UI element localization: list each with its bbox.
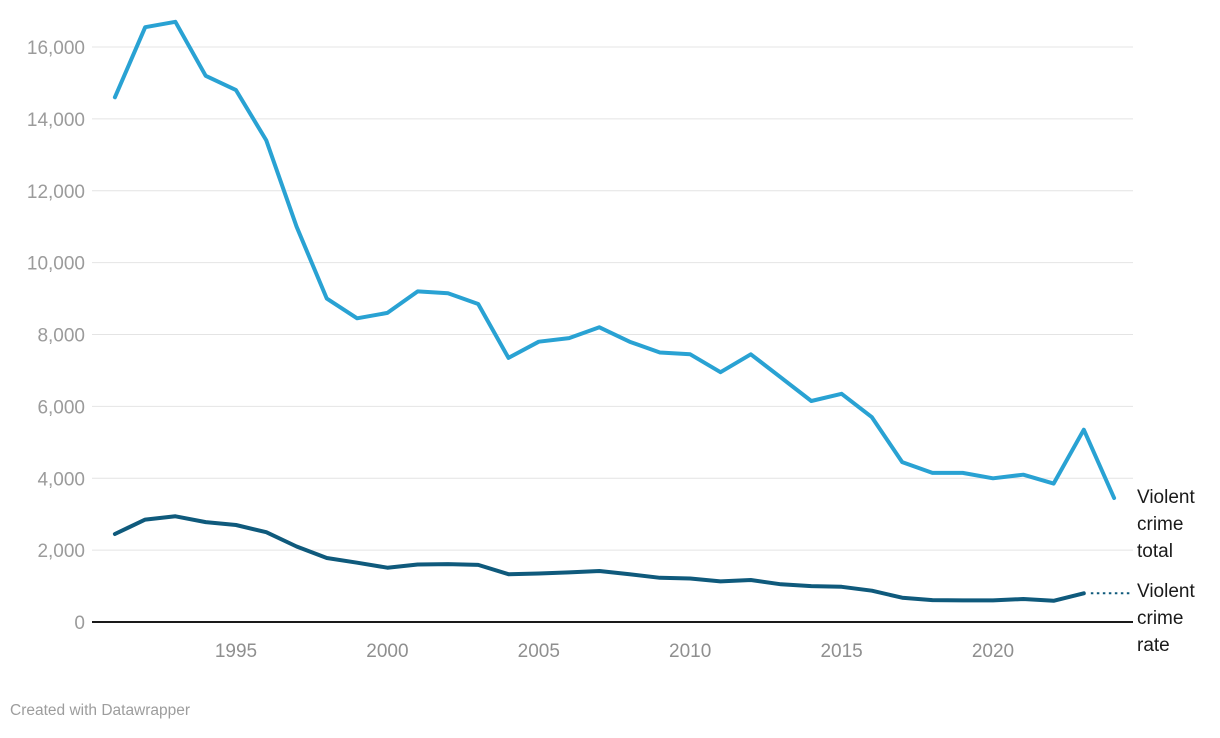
- y-tick-label: 12,000: [27, 182, 85, 203]
- x-tick-label: 2005: [518, 641, 560, 662]
- y-tick-label: 0: [74, 613, 85, 634]
- x-tick-label: 2010: [669, 641, 711, 662]
- attribution-text: Created with Datawrapper: [10, 702, 191, 719]
- series-label-total: Violent crime total: [1137, 487, 1195, 562]
- y-tick-label: 14,000: [27, 110, 85, 131]
- series-line-total: [112, 19, 1117, 500]
- series-line-rate: [112, 514, 1086, 603]
- y-tick-label: 6,000: [37, 397, 85, 418]
- x-tick-label: 2015: [820, 641, 862, 662]
- y-tick-label: 16,000: [27, 38, 85, 59]
- x-tick-label: 1995: [215, 641, 257, 662]
- y-tick-label: 4,000: [37, 469, 85, 490]
- y-tick-label: 8,000: [37, 326, 85, 347]
- x-tick-label: 2000: [366, 641, 408, 662]
- y-tick-label: 10,000: [27, 254, 85, 275]
- series-label-rate: Violent crime rate: [1137, 581, 1195, 656]
- x-tick-label: 2020: [972, 641, 1014, 662]
- y-tick-label: 2,000: [37, 541, 85, 562]
